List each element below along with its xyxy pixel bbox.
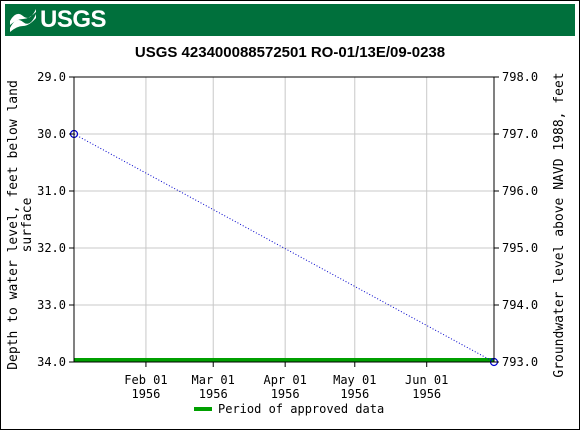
x-tick-label-year: 1956 xyxy=(340,387,369,401)
x-tick-label-year: 1956 xyxy=(199,387,228,401)
y2-tick-label: 795.0 xyxy=(502,241,538,255)
y2-tick-label: 794.0 xyxy=(502,298,538,312)
usgs-logo[interactable]: USGS xyxy=(9,6,107,33)
y2-tick-label: 798.0 xyxy=(502,70,538,84)
legend-label: Period of approved data xyxy=(218,402,384,416)
usgs-logo-text: USGS xyxy=(40,6,107,33)
usgs-wave-icon xyxy=(10,9,36,32)
x-tick-label-year: 1956 xyxy=(271,387,300,401)
y2-tick-label: 793.0 xyxy=(502,355,538,369)
chart-grid xyxy=(74,76,494,363)
chart-title: USGS 423400088572501 RO-01/13E/09-0238 xyxy=(134,44,446,61)
x-tick-label: Mar 01 xyxy=(192,373,235,387)
x-tick-label: Jun 01 xyxy=(405,373,448,387)
x-tick-label-year: 1956 xyxy=(412,387,441,401)
y-axis-label-line2: surface xyxy=(20,197,35,252)
legend: Period of approved data xyxy=(194,402,384,416)
y-tick-label: 30.0 xyxy=(37,127,66,141)
y-tick-label: 32.0 xyxy=(37,241,66,255)
y2-axis-ticks: 798.0 797.0 796.0 795.0 794.0 793.0 xyxy=(494,70,538,369)
y2-tick-label: 797.0 xyxy=(502,127,538,141)
y2-axis-label: Groundwater level above NAVD 1988, feet xyxy=(552,72,567,377)
y-axis-ticks: 29.0 30.0 31.0 32.0 33.0 34.0 xyxy=(37,70,74,369)
y-axis-label-line1: Depth to water level, feet below land xyxy=(6,80,21,370)
y-tick-label: 33.0 xyxy=(37,298,66,312)
usgs-banner: USGS xyxy=(5,4,575,36)
plot-border xyxy=(73,76,495,363)
x-tick-label: May 01 xyxy=(333,373,376,387)
y-tick-label: 29.0 xyxy=(37,70,66,84)
y2-tick-label: 796.0 xyxy=(502,184,538,198)
x-tick-label: Apr 01 xyxy=(263,373,306,387)
x-tick-label: Feb 01 xyxy=(124,373,167,387)
y-tick-label: 34.0 xyxy=(37,355,66,369)
x-tick-label-year: 1956 xyxy=(131,387,160,401)
y-tick-label: 31.0 xyxy=(37,184,66,198)
